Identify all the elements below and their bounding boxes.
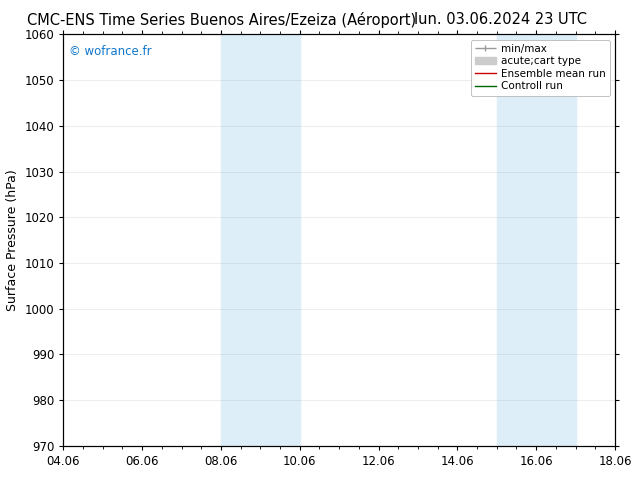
Y-axis label: Surface Pressure (hPa): Surface Pressure (hPa) xyxy=(6,169,19,311)
Bar xyxy=(497,34,576,446)
Legend: min/max, acute;cart type, Ensemble mean run, Controll run: min/max, acute;cart type, Ensemble mean … xyxy=(470,40,610,96)
Bar xyxy=(221,34,300,446)
Text: © wofrance.fr: © wofrance.fr xyxy=(69,45,152,58)
Text: lun. 03.06.2024 23 UTC: lun. 03.06.2024 23 UTC xyxy=(415,12,587,27)
Text: CMC-ENS Time Series Buenos Aires/Ezeiza (Aéroport): CMC-ENS Time Series Buenos Aires/Ezeiza … xyxy=(27,12,417,28)
